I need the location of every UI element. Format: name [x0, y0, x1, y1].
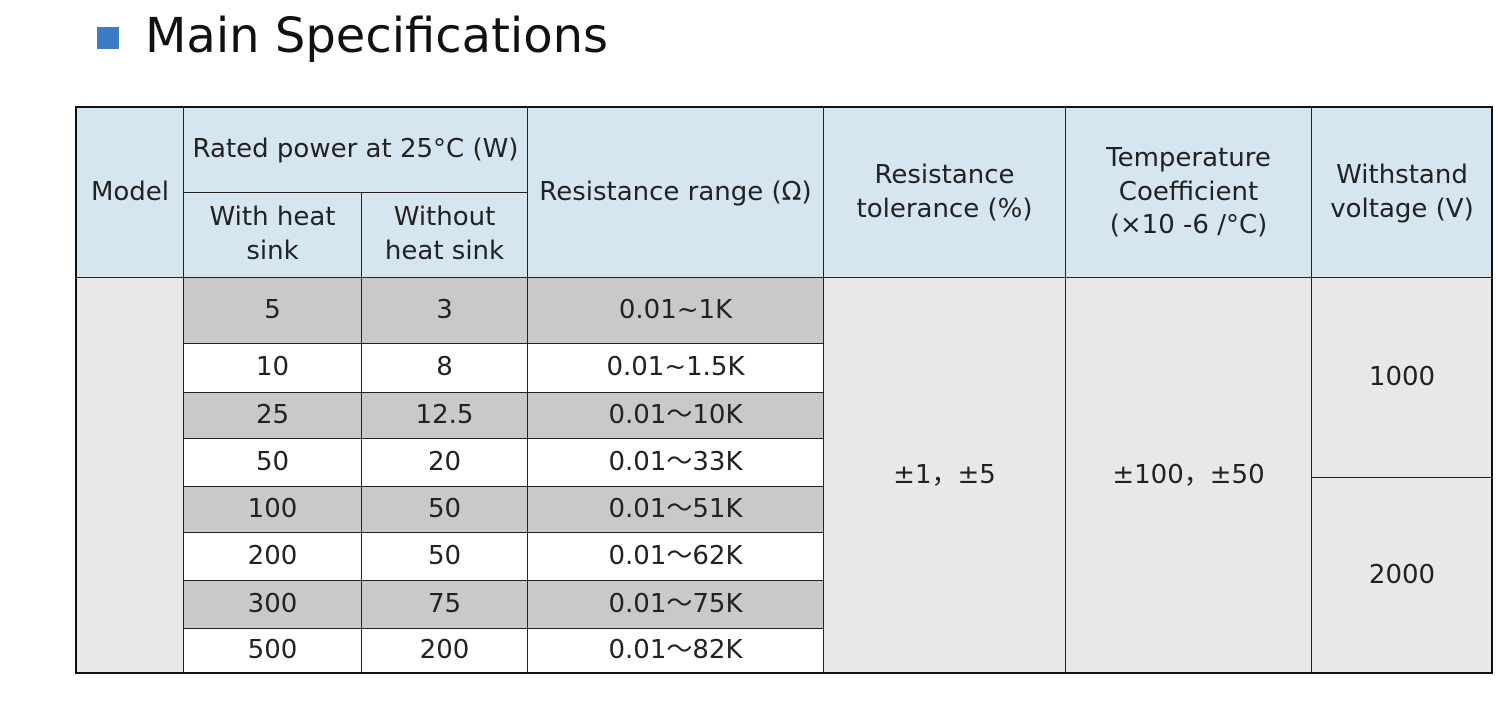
data-cell: 0.01～51K	[527, 486, 824, 533]
data-cell: 0.01～10K	[527, 392, 824, 439]
voltage-cell: 1000	[1311, 277, 1493, 478]
data-cell: 12.5	[361, 392, 528, 439]
data-cell: 100	[183, 486, 362, 533]
data-cell: 3	[361, 277, 528, 344]
data-cell: 10	[183, 343, 362, 393]
header-cell: Temperature Coefficient (×10 -6 /°C)	[1065, 107, 1312, 278]
header-cell: Withstand voltage (V)	[1311, 107, 1493, 278]
page-title: Main Specifications	[145, 8, 609, 64]
data-cell: 0.01~1K	[527, 277, 824, 344]
data-cell: 50	[361, 532, 528, 581]
data-cell: 0.01～33K	[527, 438, 824, 487]
data-cell: 0.01~1.5K	[527, 343, 824, 393]
header-cell: Model	[76, 107, 184, 278]
tempco-cell: ±100，±50	[1065, 277, 1312, 674]
title-marker	[97, 27, 119, 49]
data-cell: 200	[361, 628, 528, 674]
header-cell: Without heat sink	[361, 192, 528, 278]
model-cell	[76, 277, 184, 674]
header-cell: Rated power at 25°C (W)	[183, 107, 528, 193]
data-cell: 0.01～62K	[527, 532, 824, 581]
data-cell: 50	[183, 438, 362, 487]
data-cell: 25	[183, 392, 362, 439]
data-cell: 75	[361, 580, 528, 629]
data-cell: 300	[183, 580, 362, 629]
data-cell: 0.01～75K	[527, 580, 824, 629]
header-cell: Resistance tolerance (%)	[823, 107, 1066, 278]
data-cell: 500	[183, 628, 362, 674]
data-cell: 200	[183, 532, 362, 581]
data-cell: 0.01～82K	[527, 628, 824, 674]
header-cell: With heat sink	[183, 192, 362, 278]
data-cell: 50	[361, 486, 528, 533]
data-cell: 20	[361, 438, 528, 487]
data-cell: 8	[361, 343, 528, 393]
tolerance-cell: ±1，±5	[823, 277, 1066, 674]
header-cell: Resistance range (Ω)	[527, 107, 824, 278]
data-cell: 5	[183, 277, 362, 344]
voltage-cell: 2000	[1311, 477, 1493, 674]
